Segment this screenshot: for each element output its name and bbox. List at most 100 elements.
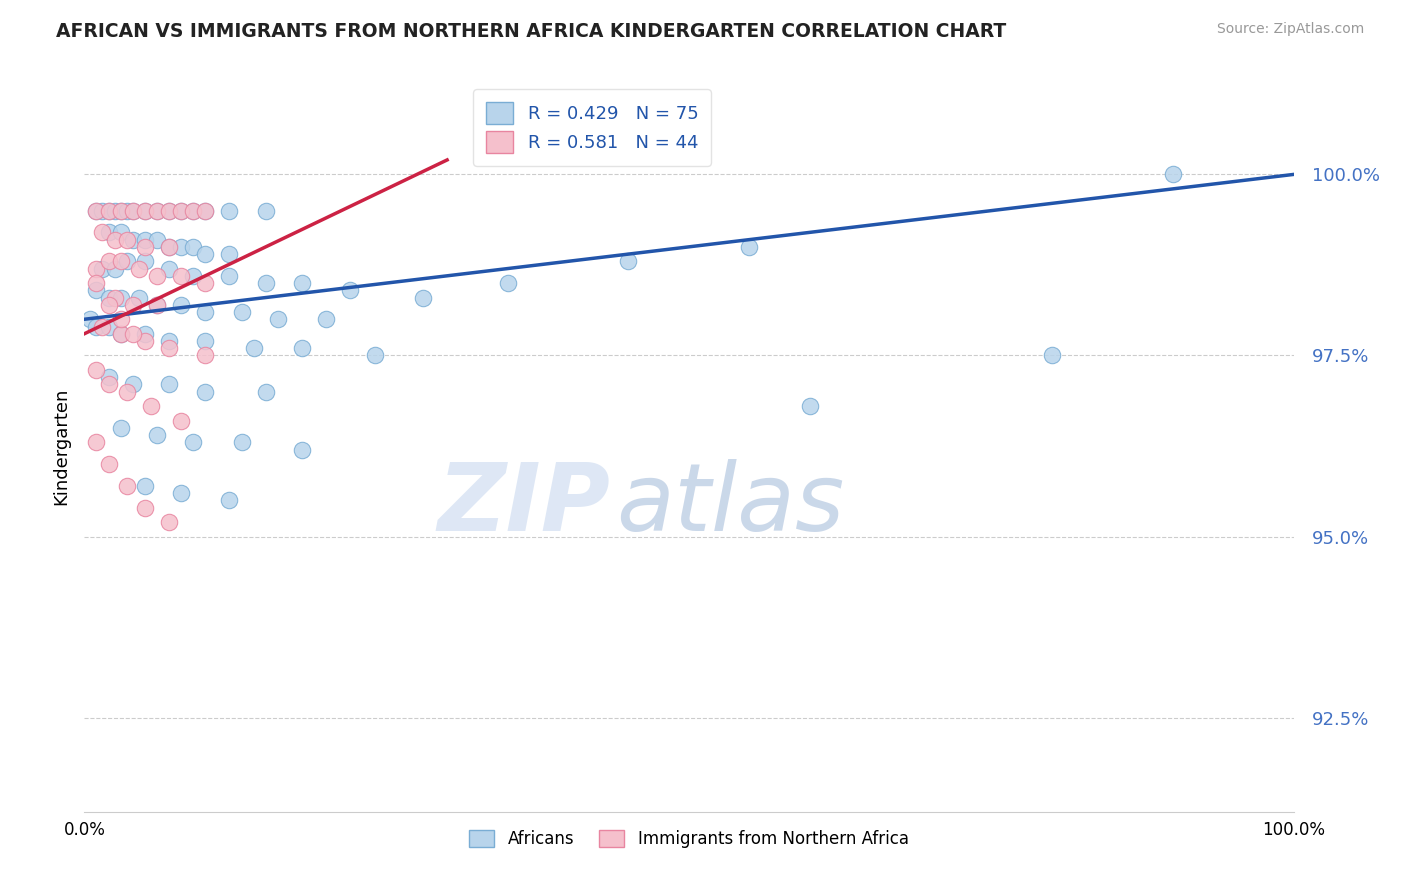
Point [79, 312, 101, 326]
Point [617, 254, 640, 268]
Point [291, 276, 314, 290]
Point [91, 319, 114, 334]
Point [170, 240, 193, 254]
Point [157, 240, 180, 254]
Point [91, 203, 114, 218]
Point [181, 203, 204, 218]
Point [115, 479, 138, 493]
Point [134, 500, 156, 515]
Point [157, 377, 180, 392]
Point [97, 370, 120, 384]
Point [194, 305, 217, 319]
Point [115, 233, 138, 247]
Point [157, 515, 180, 529]
Point [170, 203, 193, 218]
Point [110, 225, 132, 239]
Point [110, 421, 132, 435]
Point [242, 341, 264, 355]
Point [231, 435, 253, 450]
Point [86, 435, 108, 450]
Point [218, 493, 240, 508]
Point [134, 326, 156, 341]
Point [121, 326, 143, 341]
Point [134, 203, 156, 218]
Point [97, 291, 120, 305]
Point [194, 247, 217, 261]
Point [181, 240, 204, 254]
Point [170, 268, 193, 283]
Point [121, 203, 143, 218]
Point [121, 233, 143, 247]
Point [97, 203, 120, 218]
Point [121, 203, 143, 218]
Point [134, 254, 156, 268]
Point [254, 203, 277, 218]
Point [121, 298, 143, 312]
Point [231, 305, 253, 319]
Point [110, 326, 132, 341]
Point [97, 377, 120, 392]
Point [146, 268, 169, 283]
Point [97, 298, 120, 312]
Point [170, 298, 193, 312]
Point [291, 341, 314, 355]
Point [157, 334, 180, 348]
Point [86, 261, 108, 276]
Point [194, 349, 217, 363]
Text: ZIP: ZIP [437, 458, 610, 550]
Point [104, 291, 127, 305]
Point [110, 291, 132, 305]
Point [181, 268, 204, 283]
Point [115, 384, 138, 399]
Point [86, 276, 108, 290]
Point [194, 334, 217, 348]
Point [218, 268, 240, 283]
Point [146, 233, 169, 247]
Point [121, 377, 143, 392]
Point [134, 334, 156, 348]
Point [254, 384, 277, 399]
Point [170, 203, 193, 218]
Point [104, 261, 127, 276]
Point [254, 276, 277, 290]
Point [110, 254, 132, 268]
Text: AFRICAN VS IMMIGRANTS FROM NORTHERN AFRICA KINDERGARTEN CORRELATION CHART: AFRICAN VS IMMIGRANTS FROM NORTHERN AFRI… [56, 22, 1007, 41]
Point [218, 247, 240, 261]
Point [146, 203, 169, 218]
Point [86, 319, 108, 334]
Point [496, 276, 519, 290]
Point [115, 254, 138, 268]
Point [412, 291, 434, 305]
Point [97, 457, 120, 471]
Point [134, 479, 156, 493]
Point [146, 428, 169, 442]
Point [1161, 168, 1184, 182]
Point [86, 203, 108, 218]
Point [139, 399, 162, 413]
Point [146, 203, 169, 218]
Point [134, 233, 156, 247]
Text: atlas: atlas [616, 459, 845, 550]
Y-axis label: Kindergarten: Kindergarten [52, 387, 70, 505]
Point [181, 435, 204, 450]
Point [91, 225, 114, 239]
Legend: Africans, Immigrants from Northern Africa: Africans, Immigrants from Northern Afric… [463, 823, 915, 855]
Point [110, 326, 132, 341]
Point [110, 312, 132, 326]
Point [97, 254, 120, 268]
Point [110, 203, 132, 218]
Point [97, 319, 120, 334]
Point [291, 442, 314, 457]
Point [146, 298, 169, 312]
Point [104, 233, 127, 247]
Point [157, 261, 180, 276]
Point [157, 203, 180, 218]
Point [194, 203, 217, 218]
Point [738, 240, 761, 254]
Text: Source: ZipAtlas.com: Source: ZipAtlas.com [1216, 22, 1364, 37]
Point [97, 203, 120, 218]
Point [1040, 349, 1063, 363]
Point [115, 203, 138, 218]
Point [134, 203, 156, 218]
Point [194, 276, 217, 290]
